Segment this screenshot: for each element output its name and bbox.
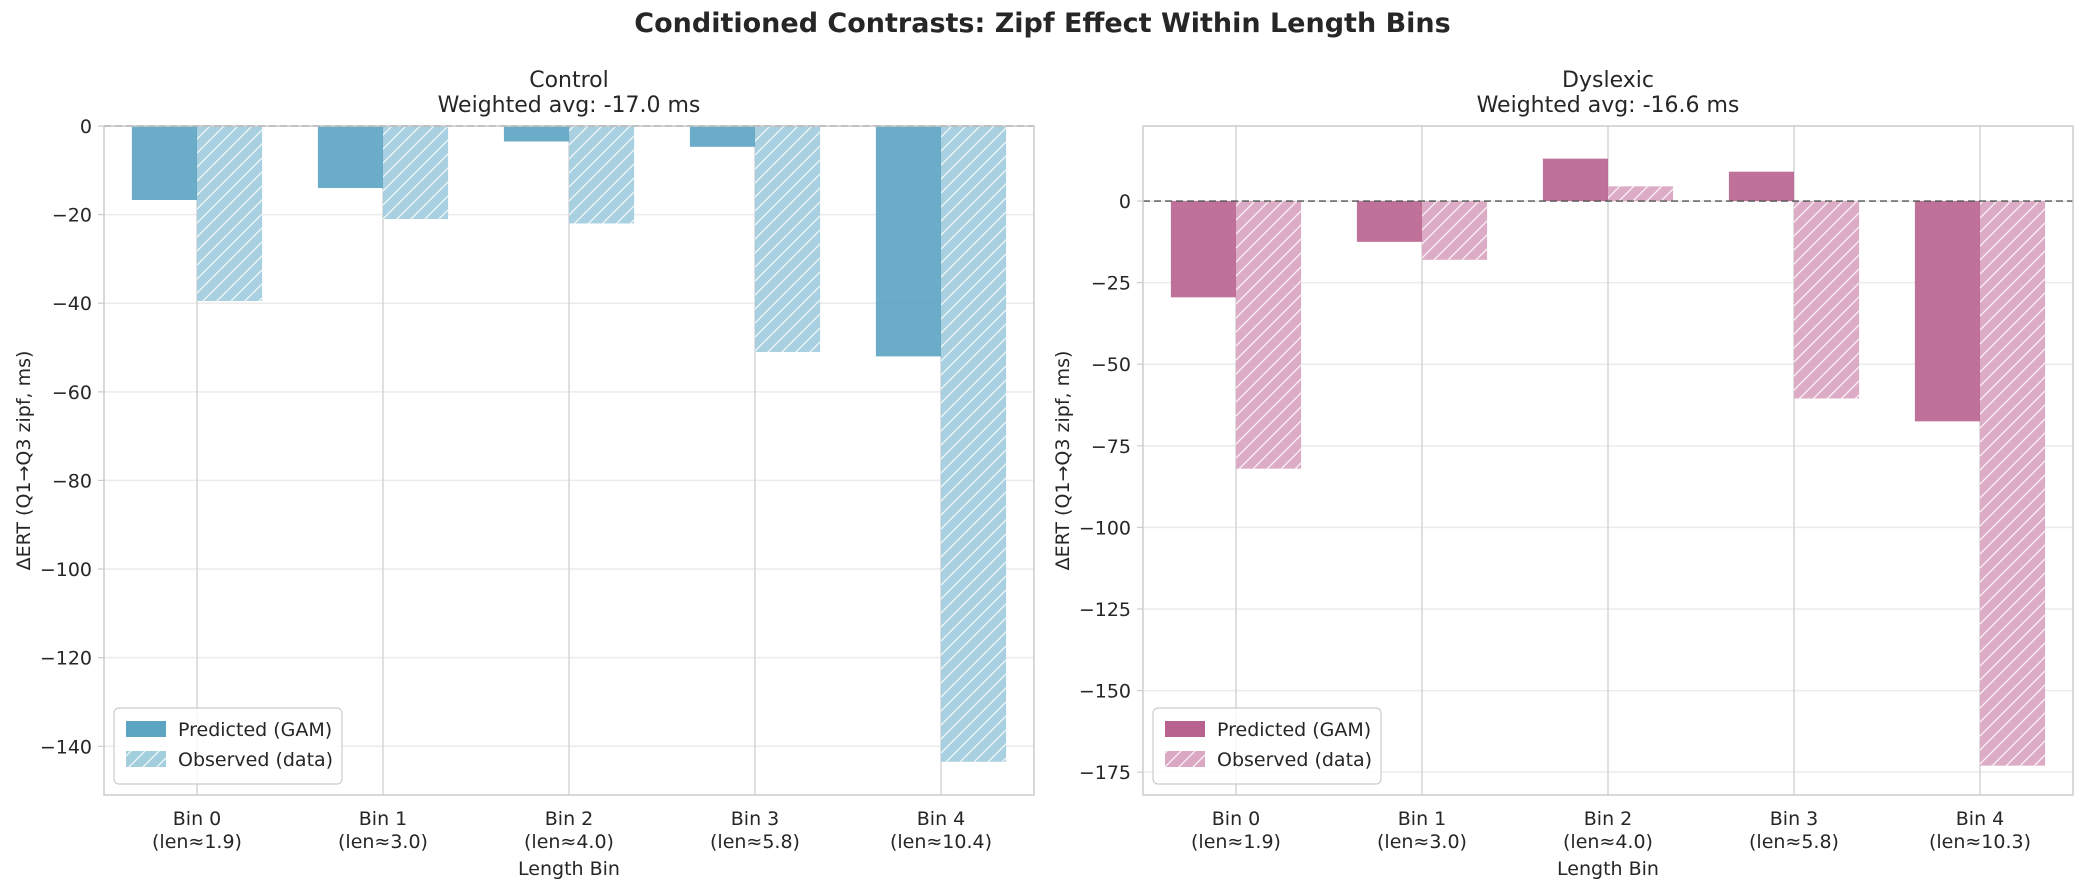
ytick-label: −125 (1079, 599, 1131, 621)
xtick-label: Bin 1 (len≈3.0) (338, 808, 428, 853)
ytick-label: −40 (52, 293, 92, 315)
panel-title: Control (529, 68, 609, 93)
panel-subtitle: Weighted avg: -17.0 ms (438, 93, 701, 118)
legend-swatch-hatch (1165, 751, 1205, 767)
bar-predicted (503, 126, 569, 142)
legend-swatch (126, 721, 166, 737)
legend-label: Predicted (GAM) (178, 719, 332, 741)
xtick-label: Bin 3 (len≈5.8) (710, 808, 800, 853)
ytick-label: −50 (1091, 354, 1131, 376)
axes-frame (1142, 125, 2074, 796)
bar-predicted (1356, 201, 1422, 242)
chart-panel-1: 0 −25 −50 −75 −100 −125 −150 −175 Bin 0 (len≈1.9)… (1052, 68, 2074, 880)
ytick-label: −20 (52, 205, 92, 227)
bar-predicted (1728, 171, 1794, 202)
ytick-label: −25 (1091, 273, 1131, 295)
bar-predicted (875, 126, 941, 357)
panel-title: Dyslexic (1562, 68, 1654, 93)
xtick-label: Bin 0 (len≈1.9) (152, 808, 242, 853)
bar-hatch (1980, 201, 2046, 766)
ytick-label: −100 (1079, 517, 1131, 539)
bar-hatch (1236, 201, 1302, 469)
ytick-label: −80 (52, 470, 92, 492)
xtick-label: Bin 4 (len≈10.3) (1929, 808, 2031, 853)
xtick-label: Bin 0 (len≈1.9) (1191, 808, 1281, 853)
ytick-label: −140 (40, 736, 92, 758)
ytick-label: −175 (1079, 762, 1131, 784)
bar-hatch (1608, 186, 1674, 202)
legend-label: Predicted (GAM) (1217, 719, 1371, 741)
bar-predicted (1914, 201, 1980, 422)
xtick-label: Bin 3 (len≈5.8) (1749, 808, 1839, 853)
axes-frame (103, 125, 1035, 796)
y-axis-label: ΔERT (Q1→Q3 zipf, ms) (13, 351, 35, 571)
bar-hatch (569, 126, 635, 224)
legend-swatch (1165, 721, 1205, 737)
ytick-label: 0 (80, 116, 92, 138)
legend-label: Observed (data) (1217, 749, 1372, 771)
legend-box (113, 707, 343, 785)
xtick-label: Bin 1 (len≈3.0) (1377, 808, 1467, 853)
ytick-label: −100 (40, 559, 92, 581)
bar-hatch (1794, 201, 1860, 399)
legend-box (1152, 707, 1382, 785)
bar-hatch (941, 126, 1007, 762)
ytick-label: 0 (1119, 191, 1131, 213)
figure-suptitle: Conditioned Contrasts: Zipf Effect Withi… (634, 8, 1451, 39)
xtick-label: Bin 2 (len≈4.0) (1563, 808, 1653, 853)
chart-panel-0: 0 −20 −40 −60 −80 −100 −120 −140 Bin 0 (len≈1.9) B… (13, 68, 1035, 880)
xtick-label: Bin 2 (len≈4.0) (524, 808, 614, 853)
ytick-label: −150 (1079, 681, 1131, 703)
y-axis-label: ΔERT (Q1→Q3 zipf, ms) (1052, 351, 1074, 571)
bar-predicted (1170, 201, 1236, 298)
legend-swatch-hatch (126, 751, 166, 767)
bar-predicted (689, 126, 755, 147)
bar-hatch (755, 126, 821, 352)
panel-subtitle: Weighted avg: -16.6 ms (1477, 93, 1740, 118)
bar-predicted (131, 126, 197, 200)
x-axis-label: Length Bin (518, 858, 620, 880)
ytick-label: −120 (40, 648, 92, 670)
bar-hatch (383, 126, 449, 220)
ytick-label: −75 (1091, 436, 1131, 458)
ytick-label: −60 (52, 382, 92, 404)
bar-predicted (317, 126, 383, 189)
x-axis-label: Length Bin (1557, 858, 1659, 880)
bar-hatch (197, 126, 263, 302)
legend-label: Observed (data) (178, 749, 333, 771)
bar-hatch (1422, 201, 1488, 260)
xtick-label: Bin 4 (len≈10.4) (890, 808, 992, 853)
bar-predicted (1542, 158, 1608, 202)
